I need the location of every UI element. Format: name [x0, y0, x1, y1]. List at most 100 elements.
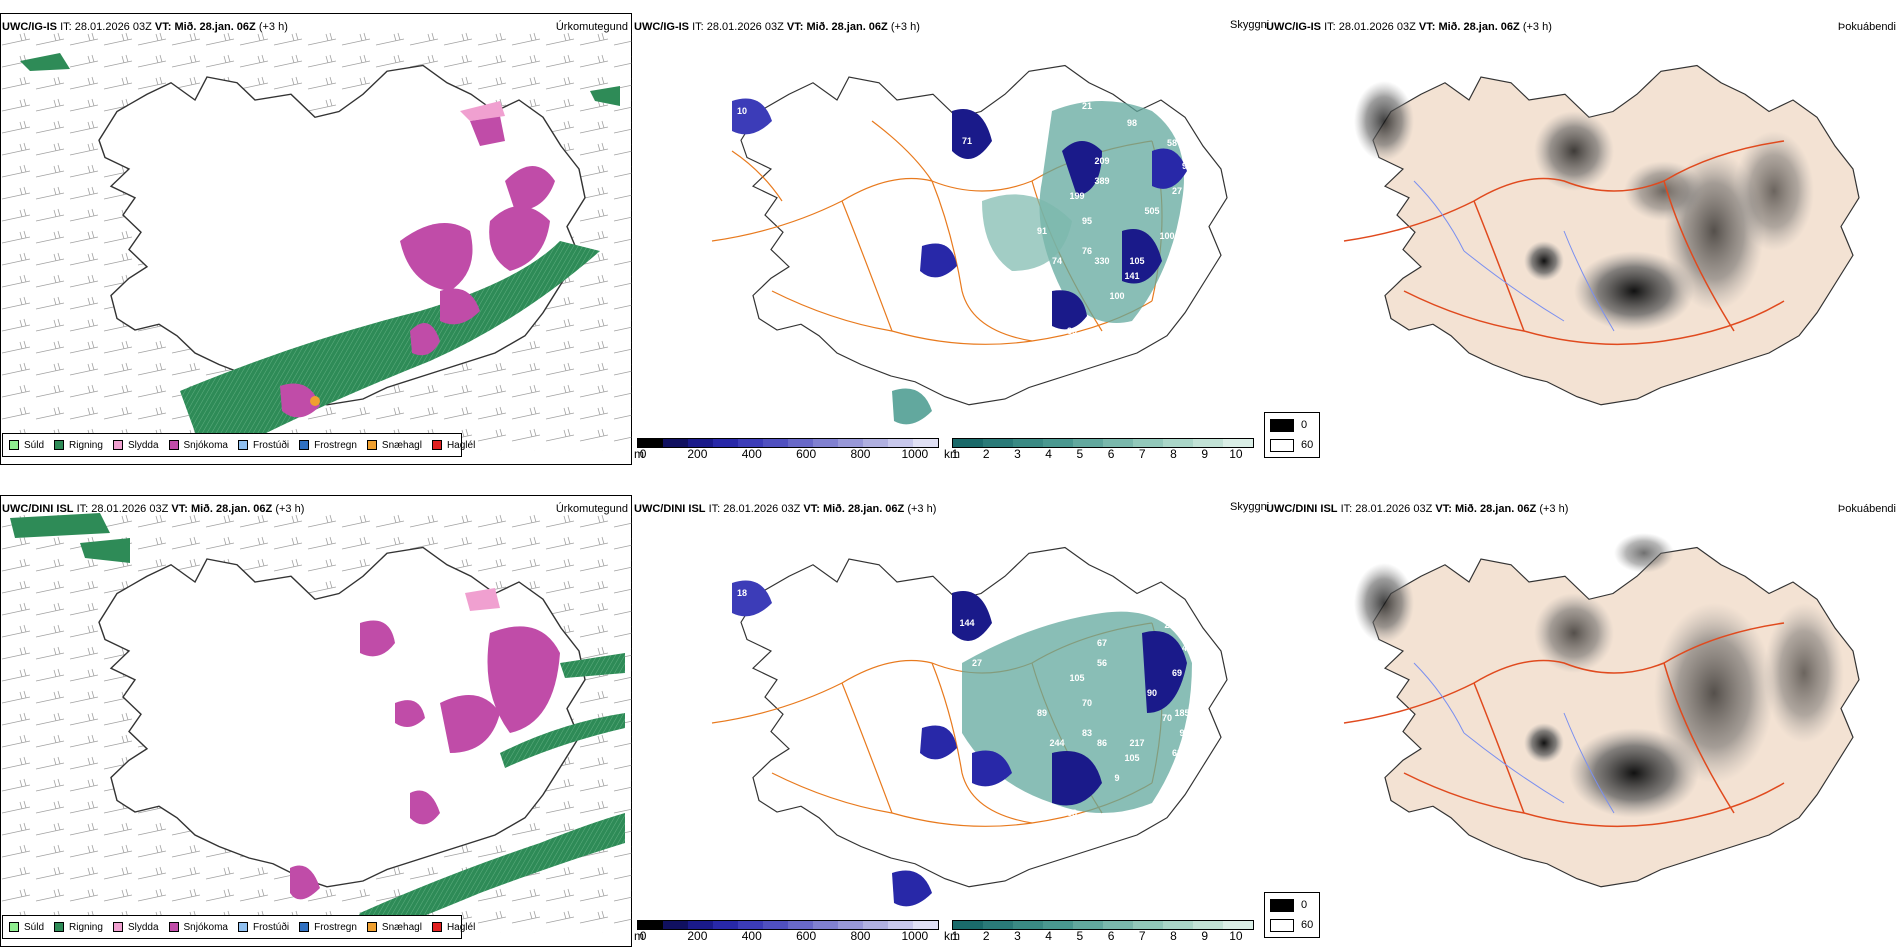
legend-item-sudd: Súld: [9, 440, 44, 451]
ceiling-value-label: 199: [1069, 191, 1085, 201]
snow-area-5: [410, 790, 440, 825]
swatch: [54, 440, 65, 450]
precip-panel-dini: UWC/DINI ISL IT: 28.01.2026 03Z VT: Mið.…: [0, 495, 632, 947]
ceiling-ticks: 0 200 400 600 800 1000: [637, 447, 939, 461]
ceiling-value-label: 21: [1081, 101, 1093, 111]
colorbar-tick: 2: [982, 447, 990, 461]
colorbar-tick: 0: [639, 447, 647, 461]
ceiling-colorbar: [637, 438, 939, 448]
ceiling-value-label: 125: [854, 106, 870, 116]
visibility-color-step: [983, 921, 1013, 929]
precip-header: UWC/DINI ISL IT: 28.01.2026 03Z VT: Mið.…: [2, 503, 305, 515]
fog-swatch-60: [1270, 439, 1294, 452]
legend-item-snaehagl: Snæhagl: [366, 440, 422, 451]
ceiling-value-label: 52: [926, 648, 938, 658]
visibility-ticks: 1 2 3 4 5 6 7 8 9 10: [952, 447, 1254, 461]
ceiling-value-label: 57: [896, 633, 908, 643]
visibility-color-step: [1013, 439, 1043, 447]
rivers-layer: [1413, 662, 1615, 814]
precip-map: [0, 31, 632, 451]
visibility-fields: [732, 580, 1192, 907]
visibility-color-step: [1193, 921, 1223, 929]
rain-area-3: [560, 653, 625, 678]
snow-area-6: [280, 383, 320, 418]
ceiling-value-label: 90: [1146, 688, 1158, 698]
rain-area-ne: [590, 86, 620, 106]
visibility-color-step: [1043, 921, 1073, 929]
ceiling-unit: m: [634, 929, 644, 943]
visibility-color-step: [953, 921, 983, 929]
ceiling-value-label: 185: [1174, 708, 1190, 718]
snow-area-1: [400, 223, 473, 291]
visibility-title: Skyggni: [1230, 501, 1270, 513]
ceiling-value-label: 97: [1181, 161, 1193, 171]
snow-area-1: [487, 626, 560, 733]
colorbar-tick: 9: [1201, 447, 1209, 461]
ceiling-value-label: 131: [854, 588, 870, 598]
rain-area-nw: [20, 53, 70, 71]
fog-label-0: 0: [1301, 419, 1308, 431]
swatch: [9, 440, 19, 450]
visibility-fields: [732, 98, 1187, 425]
ceiling-color-step: [788, 921, 813, 929]
fog-fields: [1354, 81, 1814, 331]
ceiling-value-label: 18: [736, 588, 748, 598]
colorbar-tick: 800: [850, 447, 871, 461]
ceiling-color-step: [688, 439, 713, 447]
ceiling-color-step: [763, 439, 788, 447]
snow-area-2: [440, 695, 500, 753]
visibility-color-step: [983, 439, 1013, 447]
colorbar-tick: 400: [741, 447, 762, 461]
swatch: [237, 440, 248, 450]
ceiling-color-step: [713, 439, 738, 447]
visibility-panel-igis: UWC/IG-IS IT: 28.01.2026 03Z VT: Mið. 28…: [632, 13, 1269, 465]
colorbar-tick: 10: [1229, 929, 1243, 943]
ceiling-unit: m: [634, 447, 644, 461]
ceiling-value-label: 81: [926, 166, 938, 176]
ceiling-value-label: 70: [1081, 698, 1093, 708]
ceiling-value-label: 244: [1049, 738, 1065, 748]
ceiling-color-step: [838, 439, 863, 447]
colorbar-tick: 1: [951, 929, 959, 943]
ceiling-value-label: 113: [1079, 583, 1095, 593]
ceiling-value-label: 13: [936, 858, 948, 868]
colorbar-tick: 4: [1045, 929, 1052, 943]
visibility-color-step: [1073, 439, 1103, 447]
legend-item-rigning: Rigning: [54, 440, 103, 451]
ceiling-value-label: 505: [1144, 206, 1160, 216]
fog-panel-igis: UWC/IG-IS IT: 28.01.2026 03Z VT: Mið. 28…: [1264, 13, 1900, 465]
colorbar-tick: 7: [1138, 447, 1146, 461]
ceiling-value-label: 209: [1094, 156, 1110, 166]
ceiling-value-label: 105: [1129, 256, 1145, 266]
swatch: [112, 440, 123, 450]
fog-map: [1343, 64, 1860, 406]
ceiling-value-label: 69: [1171, 668, 1183, 678]
visibility-color-step: [953, 439, 983, 447]
visibility-header: UWC/DINI ISL IT: 28.01.2026 03Z VT: Mið.…: [634, 503, 937, 515]
legend-item-haglel: Haglél: [431, 440, 475, 451]
ceiling-value-label: 76: [836, 101, 848, 111]
vt-label: VT:: [154, 21, 172, 33]
snow-area-3: [505, 166, 555, 211]
lead-time: (+3 h): [258, 21, 288, 33]
ceiling-ticks: 0 200 400 600 800 1000: [637, 929, 939, 943]
ceiling-value-label: 70: [1161, 713, 1173, 723]
legend-item-snjokoma: Snjókoma: [168, 440, 228, 451]
visibility-unit: km: [944, 929, 960, 943]
visibility-map: [711, 64, 1228, 425]
ceiling-value-label: 908: [1179, 728, 1195, 738]
colorbar-tick: 200: [687, 447, 708, 461]
ceiling-value-label: 86: [1096, 738, 1108, 748]
visibility-colorbar: [952, 920, 1254, 930]
ceiling-value-label: 39: [1066, 326, 1078, 336]
colorbar-tick: 4: [1045, 447, 1052, 461]
snow-area-6: [290, 865, 320, 900]
ceiling-color-step: [863, 921, 888, 929]
ceiling-value-label: 330: [1094, 256, 1110, 266]
legend-item-frostudi: Frostúði: [237, 440, 289, 451]
ceiling-value-label: 82: [896, 151, 908, 161]
colorbar-tick: 600: [796, 929, 817, 943]
visibility-color-step: [1133, 439, 1163, 447]
ceiling-value-label: 68: [1171, 748, 1183, 758]
ceiling-value-label: 105: [1069, 673, 1085, 683]
